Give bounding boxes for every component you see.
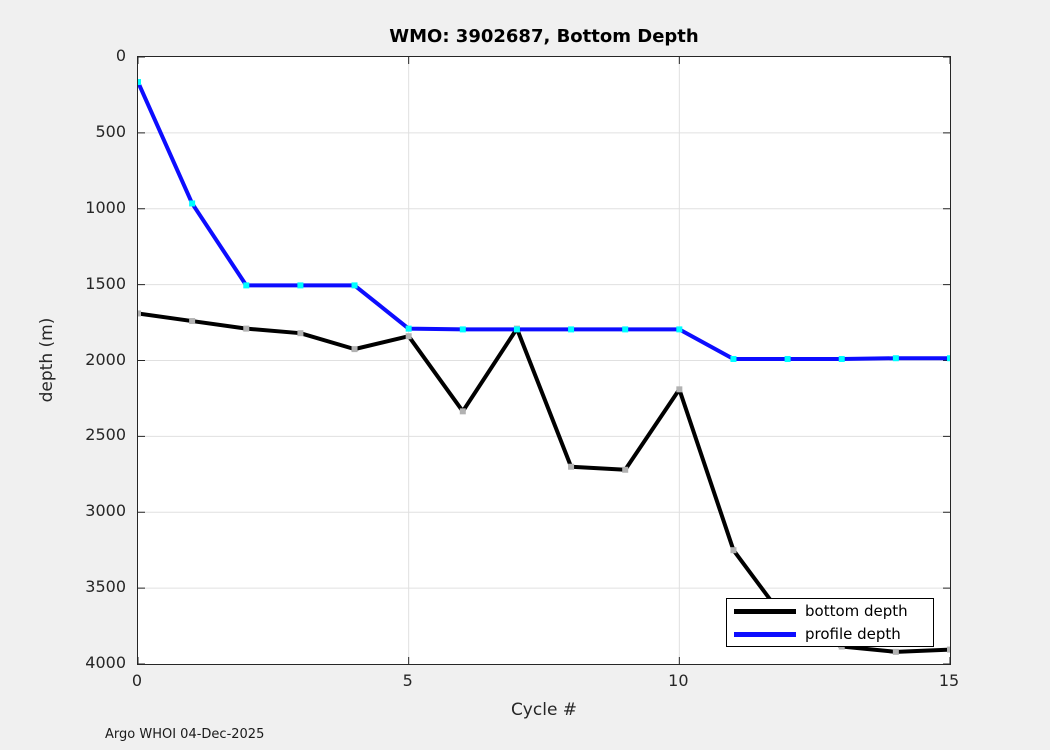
profile-depth-marker xyxy=(189,200,196,207)
bottom-depth-marker xyxy=(351,346,358,353)
profile-depth-marker xyxy=(138,79,141,86)
profile-depth-marker xyxy=(459,326,466,333)
bottom-depth-marker xyxy=(568,463,575,470)
bottom-depth-marker xyxy=(138,310,141,317)
x-tick-label: 0 xyxy=(131,671,143,690)
bottom-depth-marker xyxy=(189,318,196,325)
profile-depth-marker xyxy=(351,282,358,289)
y-tick-label: 1500 xyxy=(85,273,126,293)
x-axis-label: Cycle # xyxy=(510,700,578,720)
legend-entry-profile-depth: profile depth xyxy=(727,624,933,644)
bottom-depth-marker xyxy=(405,333,412,340)
y-tick-label: 0 xyxy=(115,46,126,65)
bottom-depth-marker xyxy=(676,386,683,393)
profile-depth-marker xyxy=(838,355,845,362)
bottom-depth-marker xyxy=(243,325,250,332)
legend-label: profile depth xyxy=(805,625,901,643)
bottom-depth-line-sample-icon xyxy=(734,608,796,614)
bottom-depth-marker xyxy=(459,408,466,415)
profile-depth-marker xyxy=(730,355,737,362)
chart-title: WMO: 3902687, Bottom Depth xyxy=(389,26,699,47)
footer-annotation: Argo WHOI 04-Dec-2025 xyxy=(105,727,265,742)
legend: bottom depth profile depth xyxy=(726,598,934,647)
y-tick-label: 2000 xyxy=(85,349,126,369)
profile-depth-marker xyxy=(622,326,629,333)
y-tick-label: 1000 xyxy=(85,197,126,217)
legend-label: bottom depth xyxy=(805,602,908,620)
y-tick-label: 2500 xyxy=(85,425,126,445)
profile-depth-line xyxy=(138,81,950,361)
plot-canvas xyxy=(138,57,950,664)
profile-depth-marker xyxy=(243,282,250,289)
profile-depth-marker xyxy=(784,355,791,362)
y-tick-label: 500 xyxy=(95,121,126,141)
x-tick-label: 10 xyxy=(668,671,689,690)
bottom-depth-marker xyxy=(947,646,950,653)
profile-depth-marker xyxy=(297,282,304,289)
profile-depth-marker xyxy=(676,326,683,333)
profile-depth-marker xyxy=(513,326,520,333)
profile-depth-marker xyxy=(405,325,412,332)
profile-depth-marker xyxy=(892,355,899,362)
x-tick-label: 5 xyxy=(402,671,413,690)
legend-entry-bottom-depth: bottom depth xyxy=(727,601,933,621)
bottom-depth-marker xyxy=(892,648,899,655)
bottom-depth-marker xyxy=(297,330,304,337)
bottom-depth-marker xyxy=(622,466,629,473)
profile-depth-line-sample-icon xyxy=(734,631,796,637)
y-tick-label: 3000 xyxy=(85,501,126,521)
y-tick-label: 4000 xyxy=(85,653,126,672)
plot-area xyxy=(137,56,951,665)
x-tick-label: 15 xyxy=(938,671,960,690)
profile-depth-marker xyxy=(947,355,950,362)
bottom-depth-marker xyxy=(730,547,737,554)
profile-depth-marker xyxy=(568,326,575,333)
y-tick-label: 3500 xyxy=(85,577,126,597)
